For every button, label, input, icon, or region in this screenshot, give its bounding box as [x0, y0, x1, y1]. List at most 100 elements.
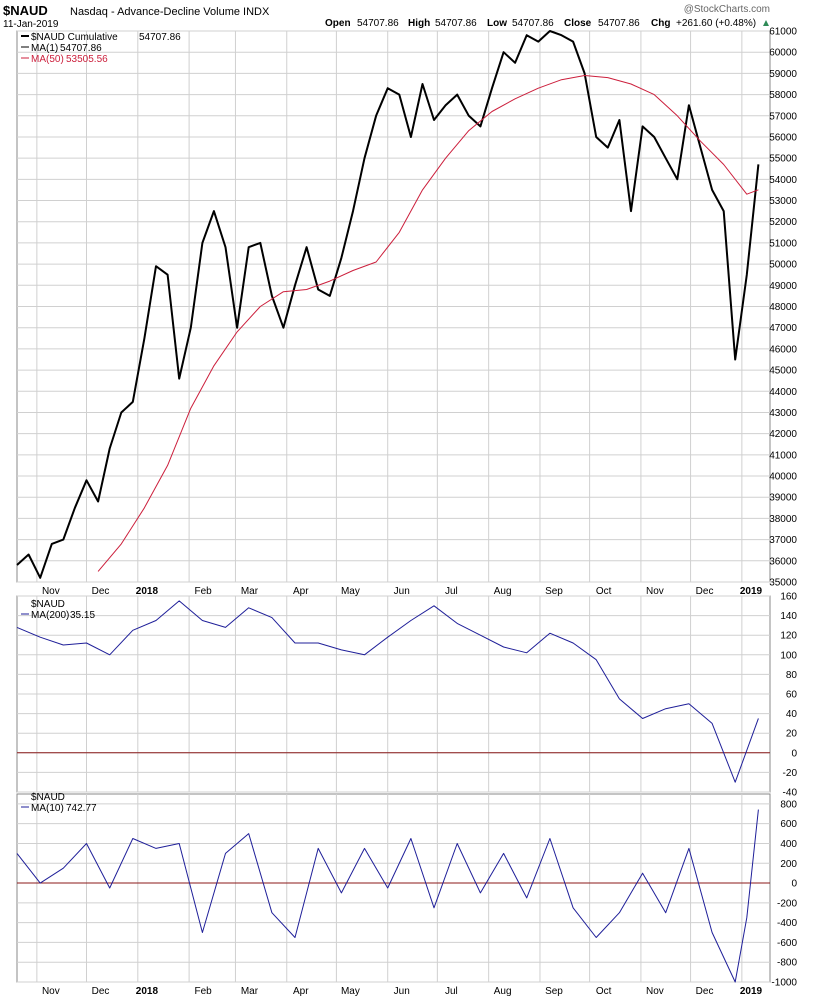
y-tick-label: 50000	[769, 260, 797, 271]
month-label: Dec	[92, 986, 110, 997]
y-tick-label: 55000	[769, 154, 797, 165]
open-value: 54707.86	[357, 18, 399, 29]
month-label: Jul	[445, 586, 458, 597]
legend-cumulative-value: 54707.86	[139, 32, 181, 43]
month-label: Dec	[92, 586, 110, 597]
legend-ma200-name: MA(200)	[31, 610, 69, 621]
low-value: 54707.86	[512, 18, 554, 29]
month-label: Jun	[394, 586, 410, 597]
y-tick-label: 37000	[769, 535, 797, 546]
month-label: Feb	[194, 986, 212, 997]
y-tick-label: 35000	[769, 578, 797, 589]
y-tick-label: 800	[780, 799, 797, 810]
y-tick-label: 40000	[769, 472, 797, 483]
y-tick-label: 47000	[769, 323, 797, 334]
legend-ma10-name: MA(10)	[31, 803, 64, 814]
y-tick-label: 44000	[769, 387, 797, 398]
month-label: Jun	[394, 986, 410, 997]
symbol: $NAUD	[3, 3, 48, 18]
description: Nasdaq - Advance-Decline Volume INDX	[70, 6, 270, 18]
y-tick-label: 56000	[769, 132, 797, 143]
month-label: 2019	[740, 986, 763, 997]
month-label: May	[341, 986, 360, 997]
high-value: 54707.86	[435, 18, 477, 29]
ma10-panel	[16, 793, 771, 983]
month-label: 2018	[136, 986, 159, 997]
y-axis-ticks: 6100060000590005800057000560005500054000…	[769, 27, 797, 989]
y-tick-label: 39000	[769, 493, 797, 504]
y-tick-label: 20	[786, 729, 798, 740]
series-line-ma-10-	[16, 809, 759, 983]
ma200-legend: $NAUD MA(200) 35.15	[21, 599, 95, 621]
y-tick-label: 600	[780, 819, 797, 830]
month-label: Aug	[494, 586, 512, 597]
ma10-legend: $NAUD MA(10) 742.77	[21, 792, 97, 814]
y-tick-label: 36000	[769, 556, 797, 567]
y-tick-label: 43000	[769, 408, 797, 419]
chart-date: 11-Jan-2019	[3, 19, 59, 30]
y-tick-label: 41000	[769, 450, 797, 461]
y-tick-label: 52000	[769, 217, 797, 228]
month-label: Feb	[194, 586, 212, 597]
y-tick-label: 120	[780, 631, 797, 642]
y-tick-label: 60	[786, 690, 798, 701]
month-label: Oct	[596, 986, 612, 997]
y-tick-label: 140	[780, 611, 797, 622]
month-label: 2019	[740, 586, 763, 597]
series-line-ma-50-	[97, 75, 759, 572]
open-label: Open	[325, 18, 351, 29]
high-label: High	[408, 18, 430, 29]
y-tick-label: 48000	[769, 302, 797, 313]
up-arrow-icon	[763, 20, 769, 26]
month-label: Apr	[293, 586, 309, 597]
y-tick-label: -40	[783, 788, 798, 799]
y-tick-label: 58000	[769, 90, 797, 101]
price-legend: $NAUD Cumulative 54707.86 MA(1) 54707.86…	[21, 32, 181, 65]
y-tick-label: 57000	[769, 111, 797, 122]
low-label: Low	[487, 18, 507, 29]
y-tick-label: 59000	[769, 69, 797, 80]
y-tick-label: 61000	[769, 27, 797, 38]
month-label: Nov	[646, 986, 664, 997]
series-line-ma-200-	[16, 600, 759, 783]
y-tick-label: 53000	[769, 196, 797, 207]
legend-ma1-name: MA(1)	[31, 43, 58, 54]
legend-ma10-value: 742.77	[66, 803, 97, 814]
y-tick-label: 80	[786, 670, 798, 681]
month-label: Jul	[445, 986, 458, 997]
close-label: Close	[564, 18, 592, 29]
y-tick-label: 200	[780, 859, 797, 870]
y-tick-label: 160	[780, 592, 797, 603]
month-label: 2018	[136, 586, 159, 597]
month-label: Sep	[545, 986, 563, 997]
chg-label: Chg	[651, 18, 670, 29]
y-tick-label: 400	[780, 839, 797, 850]
month-label: Aug	[494, 986, 512, 997]
y-tick-label: -1000	[771, 978, 797, 989]
month-label: May	[341, 586, 360, 597]
chg-value: +261.60 (+0.48%)	[676, 18, 756, 29]
month-label: Nov	[42, 586, 60, 597]
ohlc-readout: Open 54707.86 High 54707.86 Low 54707.86…	[325, 18, 769, 29]
legend-ma10-symbol: $NAUD	[31, 792, 65, 803]
watermark: @StockCharts.com	[684, 4, 770, 15]
y-tick-label: 38000	[769, 514, 797, 525]
y-tick-label: 60000	[769, 48, 797, 59]
y-tick-label: 0	[791, 879, 797, 890]
y-tick-label: 54000	[769, 175, 797, 186]
legend-ma50-value: 53505.56	[66, 54, 108, 65]
legend-ma1-value: 54707.86	[60, 43, 102, 54]
y-tick-label: -20	[783, 768, 798, 779]
y-tick-label: 0	[791, 748, 797, 759]
month-label: Mar	[241, 986, 259, 997]
y-tick-label: -400	[777, 918, 797, 929]
month-label: Dec	[696, 986, 714, 997]
x-axis-labels: Nov Nov Dec Dec 2018 2018 Feb Feb Mar Mar Apr Apr Ma…	[42, 586, 763, 997]
y-tick-label: -600	[777, 938, 797, 949]
y-tick-label: -200	[777, 898, 797, 909]
grid	[17, 30, 770, 983]
y-tick-label: 49000	[769, 281, 797, 292]
month-label: Oct	[596, 586, 612, 597]
y-tick-label: 40	[786, 709, 798, 720]
